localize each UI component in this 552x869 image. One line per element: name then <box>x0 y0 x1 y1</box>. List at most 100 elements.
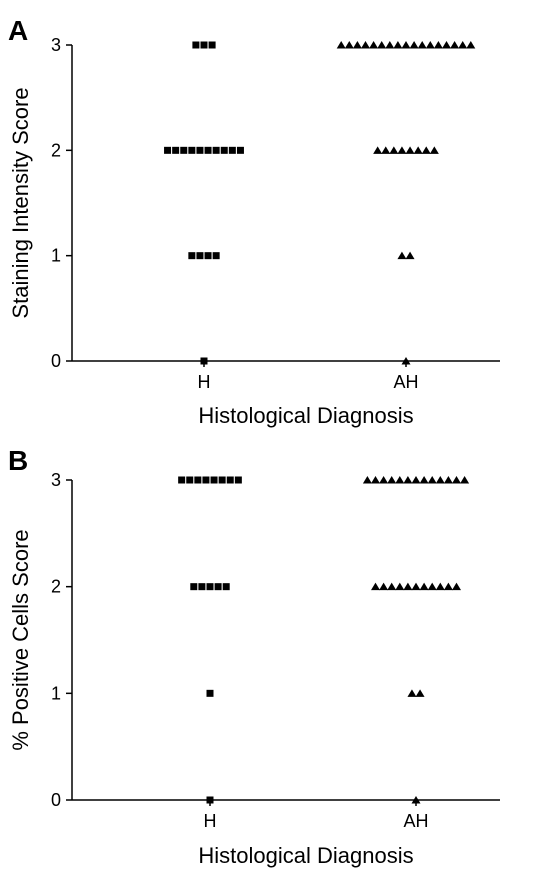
data-point-square <box>210 476 218 484</box>
data-point-triangle <box>401 41 411 49</box>
data-point-square <box>218 476 226 484</box>
data-point-square <box>188 252 196 260</box>
data-point-triangle <box>361 41 370 49</box>
data-point-triangle <box>411 582 421 591</box>
data-point-triangle <box>452 476 461 484</box>
data-point-square <box>198 583 206 591</box>
data-point-triangle <box>381 146 391 154</box>
data-point-triangle <box>450 41 460 49</box>
data-point-triangle <box>385 41 395 49</box>
y-ticks-a: 0 1 2 3 <box>51 35 72 371</box>
data-point-square <box>164 146 172 154</box>
data-point-triangle <box>417 41 427 49</box>
data-point-triangle <box>369 41 379 49</box>
data-point-square <box>208 41 216 49</box>
data-point-triangle <box>411 476 421 484</box>
data-point-triangle <box>435 582 445 591</box>
data-point-square <box>196 146 204 154</box>
data-point-square <box>178 476 186 484</box>
data-point-triangle <box>379 582 389 591</box>
x-axis-title-b: Histological Diagnosis <box>198 843 413 868</box>
y-tick-label: 0 <box>51 351 61 371</box>
data-point-triangle <box>393 41 403 49</box>
data-point-triangle <box>362 476 372 484</box>
y-tick-label: 3 <box>51 470 61 490</box>
data-point-triangle <box>443 476 453 484</box>
data-point-triangle <box>433 41 443 49</box>
data-point-triangle <box>379 476 389 484</box>
panel-letter-a: A <box>8 15 28 46</box>
data-point-triangle <box>413 146 423 154</box>
x-axis-title-a: Histological Diagnosis <box>198 403 413 428</box>
x-ticks-b: H AH <box>204 800 429 831</box>
data-point-triangle <box>427 476 437 484</box>
y-tick-label: 2 <box>51 140 61 160</box>
data-point-square <box>222 583 230 591</box>
data-point-triangle <box>336 41 346 49</box>
data-point-triangle <box>373 146 383 154</box>
x-ticks-a: H AH <box>198 361 419 392</box>
data-point-square <box>204 252 212 260</box>
data-point-triangle <box>460 476 470 484</box>
y-axis-title-b: % Positive Cells Score <box>8 529 33 750</box>
data-point-square <box>204 146 212 154</box>
data-point-triangle <box>403 582 413 591</box>
data-point-square <box>190 583 198 591</box>
y-axis-title-a: Staining Intensity Score <box>8 87 33 318</box>
data-point-square <box>196 252 204 260</box>
data-point-square <box>220 146 228 154</box>
data-point-triangle <box>466 41 476 49</box>
data-point-triangle <box>352 41 362 49</box>
data-point-triangle <box>458 41 468 49</box>
data-point-triangle <box>405 251 415 260</box>
data-point-square <box>194 476 202 484</box>
y-tick-label: 3 <box>51 35 61 55</box>
data-point-square <box>206 689 214 697</box>
y-tick-label: 1 <box>51 683 61 703</box>
data-point-square <box>186 476 194 484</box>
data-point-triangle <box>452 582 461 591</box>
data-point-triangle <box>395 476 405 484</box>
data-point-square <box>172 146 180 154</box>
data-point-triangle <box>419 582 429 591</box>
data-point-square <box>212 146 220 154</box>
y-tick-label: 0 <box>51 790 61 810</box>
data-point-square <box>236 146 244 154</box>
x-tick-label: AH <box>403 811 428 831</box>
scatter-points-a <box>164 41 476 365</box>
y-tick-label: 2 <box>51 577 61 597</box>
data-point-triangle <box>405 146 415 154</box>
data-point-triangle <box>409 41 419 49</box>
data-point-triangle <box>425 41 435 49</box>
data-point-square <box>228 146 236 154</box>
data-point-square <box>180 146 188 154</box>
y-tick-label: 1 <box>51 246 61 266</box>
data-point-triangle <box>371 476 380 484</box>
data-point-triangle <box>442 41 451 49</box>
data-point-triangle <box>395 582 405 591</box>
y-ticks-b: 0 1 2 3 <box>51 470 72 810</box>
panel-b: B % Positive Cells Score Histological Di… <box>8 445 500 868</box>
data-point-triangle <box>387 582 397 591</box>
data-point-triangle <box>421 146 431 154</box>
data-point-triangle <box>443 582 453 591</box>
data-point-triangle <box>403 476 413 484</box>
data-point-square <box>188 146 196 154</box>
data-point-square <box>226 476 234 484</box>
data-point-triangle <box>429 146 439 154</box>
scatter-points-b <box>178 476 470 804</box>
x-tick-label: H <box>204 811 217 831</box>
data-point-triangle <box>407 689 417 697</box>
panel-a: A Staining Intensity Score Histological … <box>8 15 500 428</box>
data-point-square <box>200 41 208 49</box>
x-tick-label: H <box>198 372 211 392</box>
data-point-triangle <box>387 476 397 484</box>
data-point-square <box>212 252 220 260</box>
panel-letter-b: B <box>8 445 28 476</box>
data-point-triangle <box>435 476 445 484</box>
data-point-triangle <box>419 476 429 484</box>
data-point-square <box>206 583 214 591</box>
data-point-square <box>214 583 222 591</box>
data-point-square <box>192 41 200 49</box>
data-point-triangle <box>377 41 387 49</box>
